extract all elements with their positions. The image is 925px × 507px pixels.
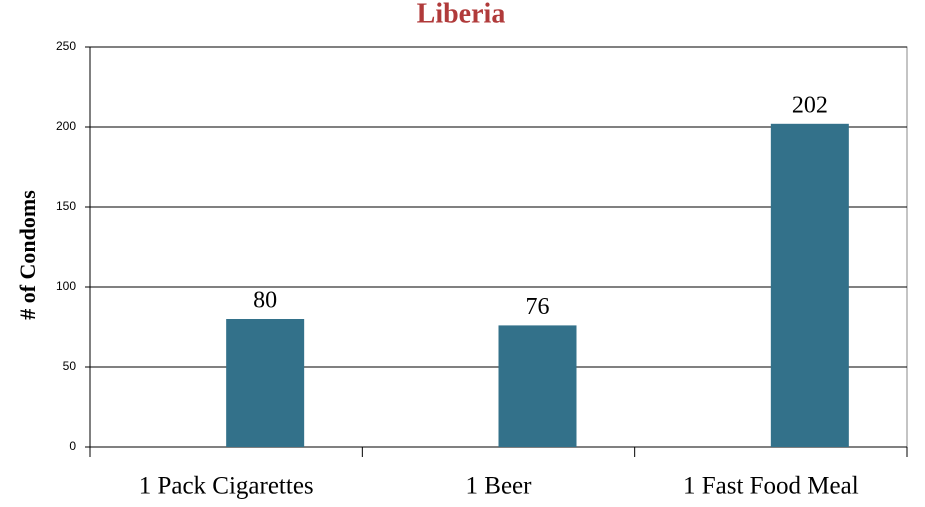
bar [226,319,305,447]
chart-title: Liberia [417,0,506,29]
y-axis-label: # of Condoms [15,190,40,320]
x-tick-label: 1 Beer [466,473,533,500]
y-tick-label: 50 [63,359,77,373]
y-tick-label: 250 [56,39,76,53]
data-label: 202 [792,92,828,118]
bar [770,123,849,448]
data-label: 76 [526,294,550,320]
y-tick-label: 150 [56,199,76,213]
data-label: 80 [253,288,277,314]
y-tick-label: 100 [56,279,76,293]
y-tick-label: 200 [56,119,76,133]
y-tick-label: 0 [69,439,76,453]
x-tick-label: 1 Pack Cigarettes [139,473,314,500]
bar [498,325,577,447]
x-tick-label: 1 Fast Food Meal [683,473,859,500]
